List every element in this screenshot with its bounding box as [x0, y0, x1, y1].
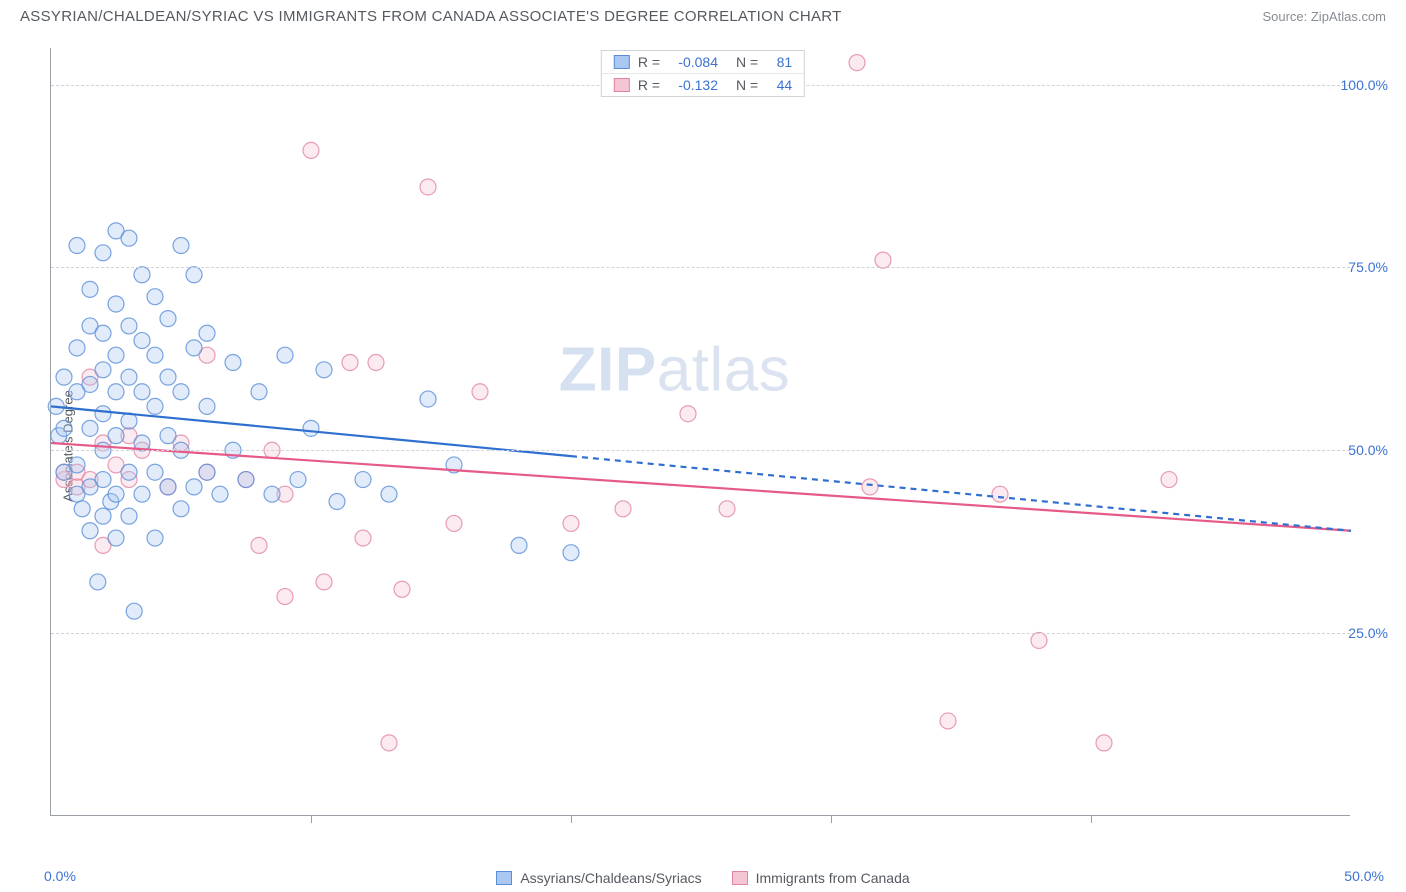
r-label: R =	[638, 54, 660, 70]
swatch-a	[614, 55, 630, 69]
n-label: N =	[736, 77, 758, 93]
n-value-a: 81	[766, 54, 792, 70]
x-tick-label-min: 0.0%	[44, 868, 76, 884]
y-tick-label: 100.0%	[1341, 77, 1388, 93]
y-tick-label: 50.0%	[1348, 442, 1388, 458]
swatch-b	[614, 78, 630, 92]
series-a-name: Assyrians/Chaldeans/Syriacs	[520, 870, 701, 886]
r-label: R =	[638, 77, 660, 93]
series-b-name: Immigrants from Canada	[756, 870, 910, 886]
scatter-svg	[51, 48, 1350, 815]
r-value-b: -0.132	[668, 77, 718, 93]
y-tick-label: 25.0%	[1348, 625, 1388, 641]
swatch-a-bottom	[496, 871, 512, 885]
legend-row-a: R = -0.084 N = 81	[602, 51, 804, 74]
correlation-legend: R = -0.084 N = 81 R = -0.132 N = 44	[601, 50, 805, 97]
legend-row-b: R = -0.132 N = 44	[602, 74, 804, 96]
x-tick-label-max: 50.0%	[1344, 868, 1384, 884]
source-attribution: Source: ZipAtlas.com	[1262, 9, 1386, 24]
n-label: N =	[736, 54, 758, 70]
r-value-a: -0.084	[668, 54, 718, 70]
swatch-b-bottom	[732, 871, 748, 885]
legend-item-a: Assyrians/Chaldeans/Syriacs	[496, 870, 701, 886]
chart-plot-area: ZIPatlas	[50, 48, 1350, 816]
y-tick-label: 75.0%	[1348, 259, 1388, 275]
n-value-b: 44	[766, 77, 792, 93]
chart-title: ASSYRIAN/CHALDEAN/SYRIAC VS IMMIGRANTS F…	[20, 8, 842, 25]
legend-item-b: Immigrants from Canada	[732, 870, 910, 886]
series-legend: Assyrians/Chaldeans/Syriacs Immigrants f…	[0, 870, 1406, 886]
